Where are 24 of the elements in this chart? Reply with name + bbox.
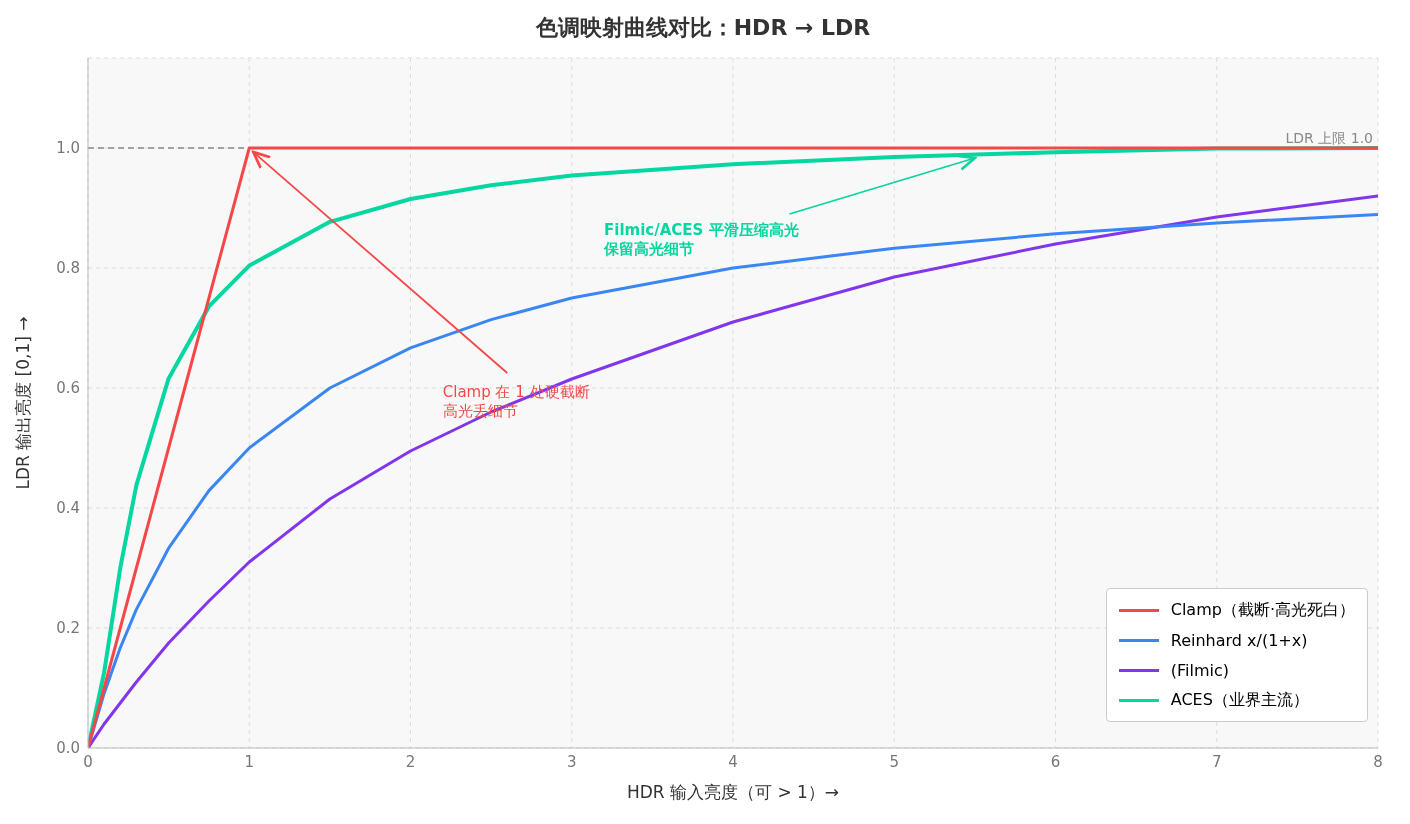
legend-label: ACES（业界主流） — [1170, 689, 1309, 711]
legend-label: Reinhard x/(1+x) — [1170, 630, 1308, 650]
y-tick-label: 0.2 — [56, 619, 80, 638]
y-tick-label: 0.6 — [56, 379, 80, 398]
y-tick-label: 0.0 — [56, 739, 80, 758]
y-axis-title: LDR 输出亮度 [0,1] → — [13, 316, 34, 490]
chart-title: 色调映射曲线对比：HDR → LDR — [534, 14, 872, 42]
x-tick-label: 0 — [83, 752, 93, 771]
x-tick-label: 2 — [405, 752, 416, 771]
x-tick-label: 6 — [1050, 752, 1061, 771]
y-tick-label: 0.8 — [56, 259, 80, 278]
x-tick-label: 7 — [1211, 752, 1222, 771]
legend-label: Clamp（截断·高光死白） — [1170, 599, 1355, 621]
x-tick-label: 5 — [889, 752, 900, 771]
ref-line-label: LDR 上限 1.0 — [1285, 130, 1373, 146]
x-tick-label: 1 — [244, 752, 255, 771]
x-axis-title: HDR 输入亮度（可 > 1）→ — [626, 782, 840, 802]
y-tick-label: 1.0 — [56, 139, 80, 158]
x-tick-label: 3 — [566, 752, 577, 771]
x-tick-label: 4 — [728, 752, 738, 771]
x-tick-label: 8 — [1373, 752, 1383, 771]
y-tick-label: 0.4 — [56, 499, 80, 518]
annotation: Filmic/ACES 平滑压缩高光保留高光细节 — [603, 221, 799, 258]
legend-label: (Filmic) — [1170, 660, 1229, 680]
